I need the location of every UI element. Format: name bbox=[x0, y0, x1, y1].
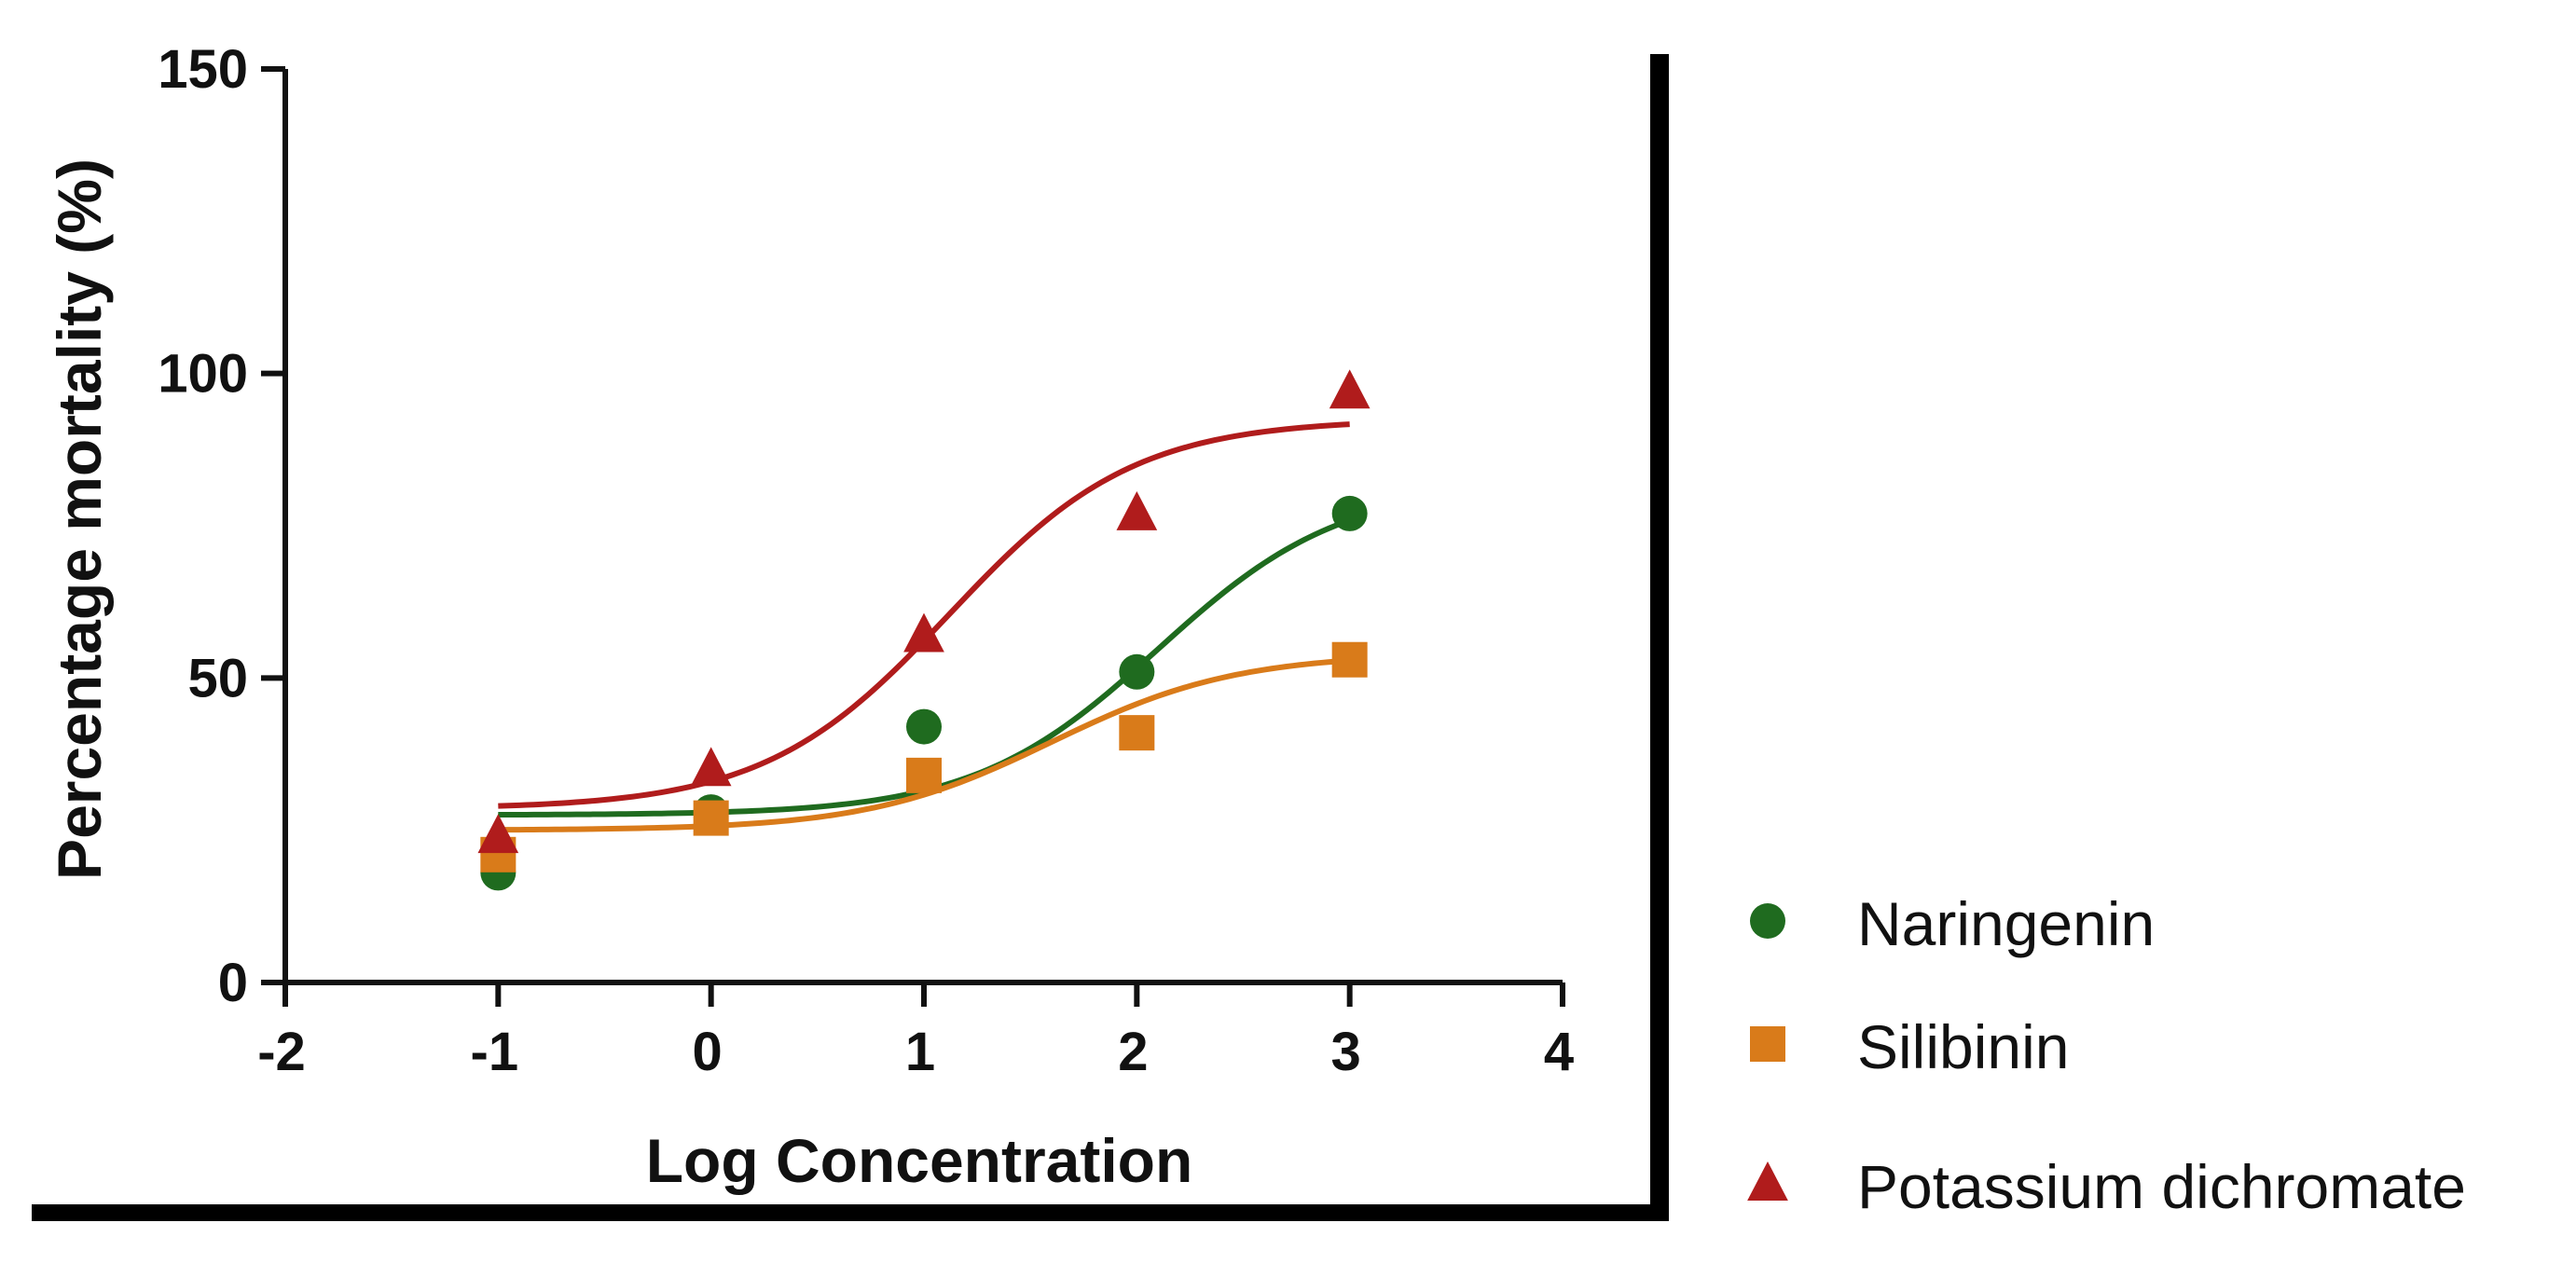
x-tick-label: 3 bbox=[1331, 1022, 1361, 1082]
x-tick-label: 0 bbox=[693, 1022, 723, 1082]
y-tick-label: 0 bbox=[218, 953, 248, 1013]
data-point-silibinin bbox=[906, 757, 942, 793]
legend-label-naringenin: Naringenin bbox=[1857, 889, 2155, 958]
x-tick-label: -1 bbox=[471, 1022, 519, 1082]
legend: Naringenin Silibinin Potassium dichromate bbox=[1747, 889, 2466, 1221]
data-point-potassium-dichromate bbox=[903, 612, 944, 653]
data-point-naringenin bbox=[1331, 495, 1368, 531]
y-axis-title: Percentage mortality (%) bbox=[45, 158, 114, 880]
legend-marker-potassium-dichromate bbox=[1747, 1161, 1788, 1201]
y-tick-label: 50 bbox=[187, 648, 248, 708]
data-point-potassium-dichromate bbox=[1116, 490, 1158, 530]
data-points bbox=[477, 369, 1371, 891]
fit-curve-silibinin bbox=[498, 657, 1350, 833]
data-point-potassium-dichromate bbox=[690, 747, 732, 787]
legend-label-potassium-dichromate: Potassium dichromate bbox=[1857, 1152, 2466, 1221]
legend-marker-naringenin bbox=[1750, 903, 1785, 939]
data-point-naringenin bbox=[906, 708, 942, 745]
x-axis-title: Log Concentration bbox=[646, 1126, 1193, 1195]
y-tick-label: 150 bbox=[158, 39, 248, 100]
data-point-potassium-dichromate bbox=[1329, 369, 1371, 409]
y-tick-label: 100 bbox=[158, 344, 248, 405]
axes: -2 -1 0 1 2 3 4 0 50 100 150 bbox=[158, 39, 1574, 1082]
x-tick-label: 2 bbox=[1118, 1022, 1148, 1082]
legend-label-silibinin: Silibinin bbox=[1857, 1012, 2069, 1081]
x-tick-label: 4 bbox=[1544, 1022, 1574, 1082]
data-point-potassium-dichromate bbox=[477, 814, 519, 854]
x-tick-label: -2 bbox=[257, 1022, 306, 1082]
data-point-naringenin bbox=[1119, 653, 1155, 690]
x-tick-label: 1 bbox=[905, 1022, 935, 1082]
data-point-silibinin bbox=[693, 800, 729, 836]
data-point-silibinin bbox=[1331, 641, 1368, 678]
legend-marker-silibinin bbox=[1750, 1026, 1785, 1062]
frame-shadow-bottom bbox=[32, 1201, 1669, 1221]
data-point-silibinin bbox=[1119, 715, 1155, 751]
